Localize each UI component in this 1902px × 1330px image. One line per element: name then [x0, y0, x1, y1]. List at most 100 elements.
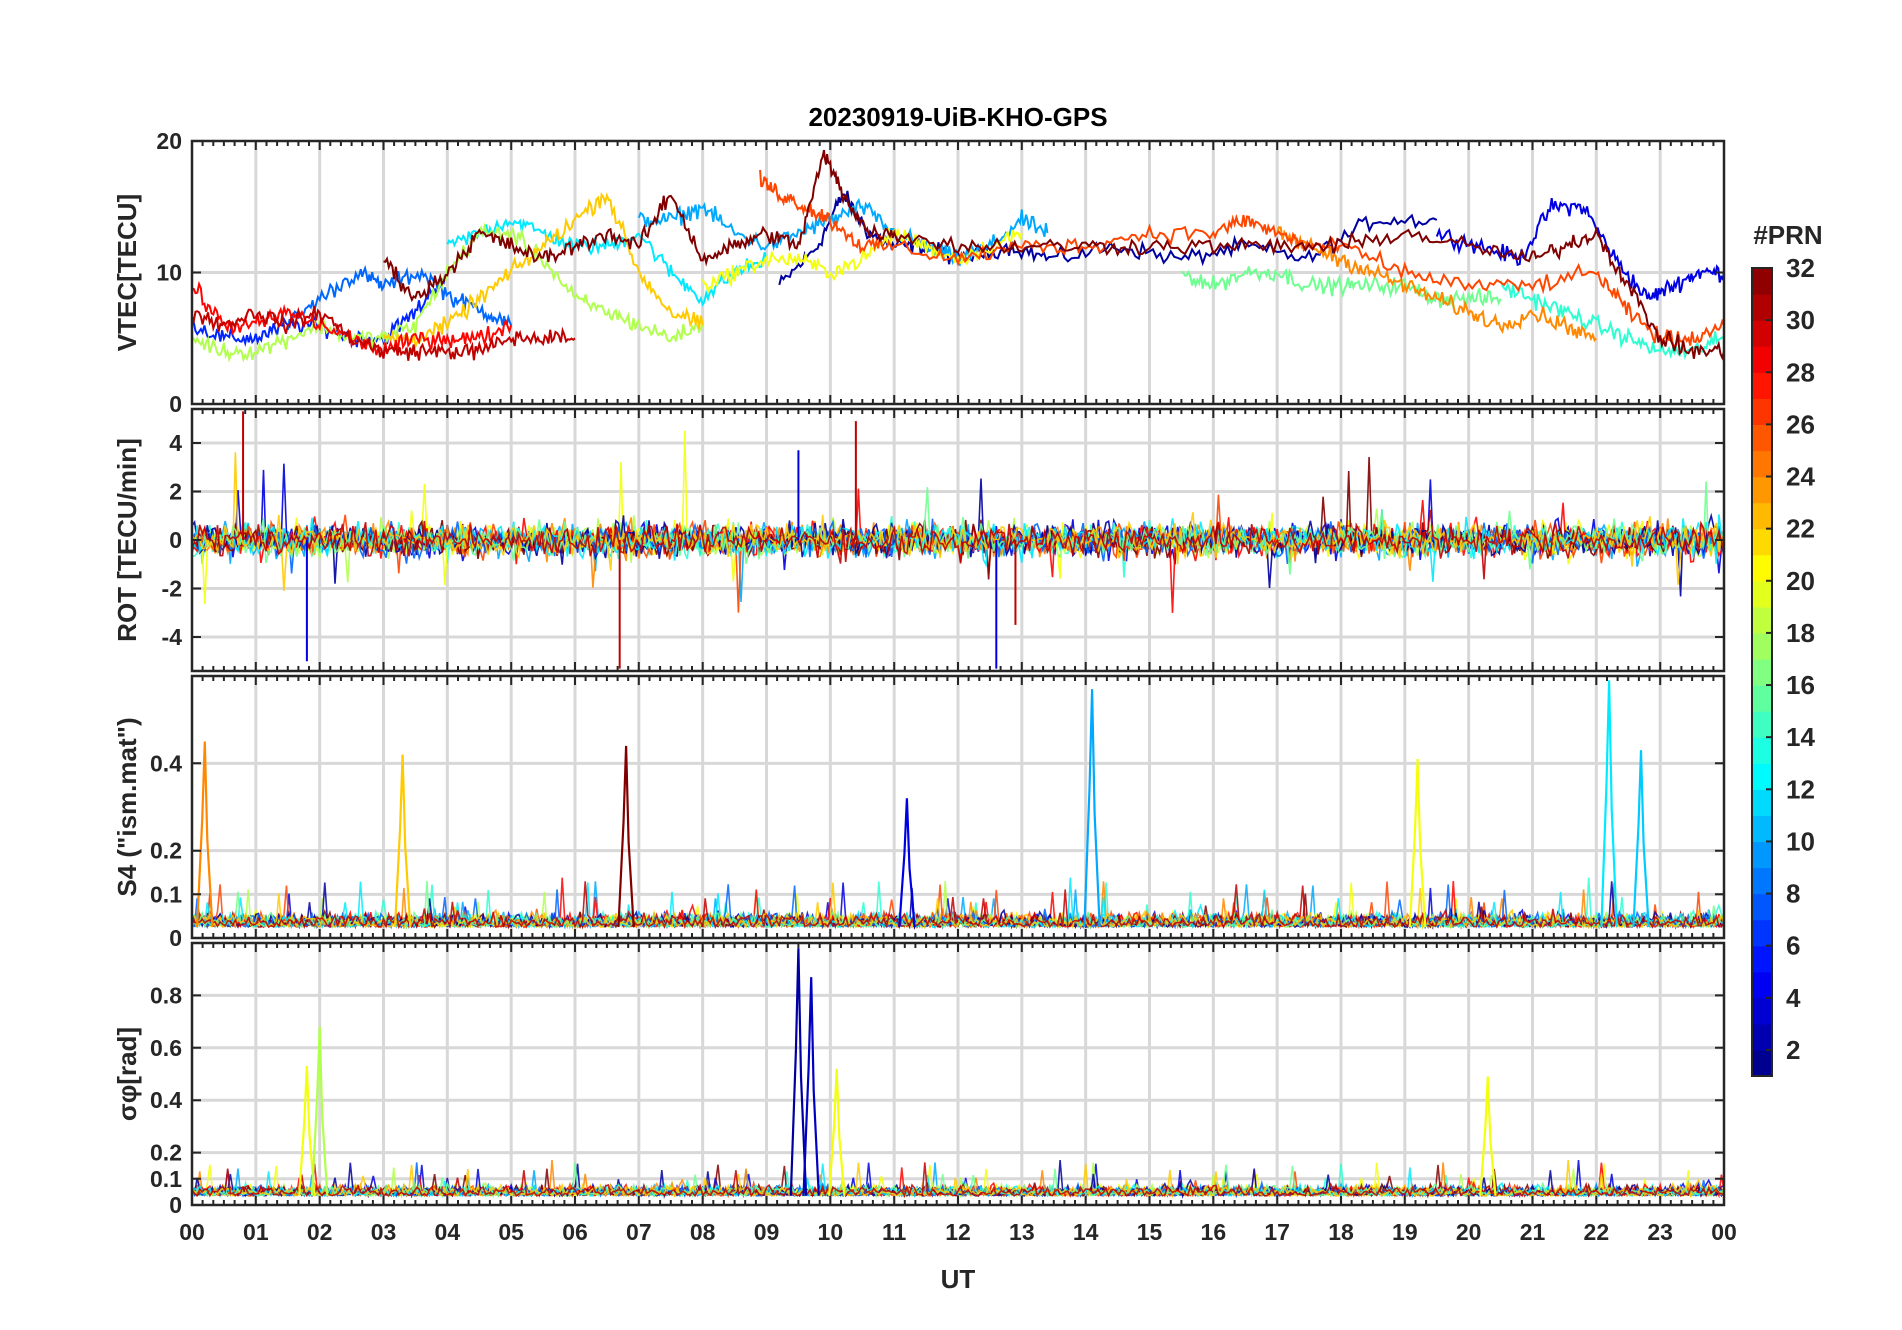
y-tick-label: 0 [169, 391, 182, 417]
chart-title: 20230919-UiB-KHO-GPS [808, 102, 1107, 132]
x-tick-label: 09 [754, 1219, 780, 1245]
y-tick-label: 0.1 [150, 881, 182, 907]
x-tick-label: 05 [498, 1219, 524, 1245]
s4-peak-prn-32 [617, 745, 635, 928]
y-axis-label: VTEC[TECU] [112, 194, 142, 351]
colorbar-segment [1752, 528, 1772, 556]
y-tick-label: -2 [162, 576, 182, 602]
colorbar-segment [1752, 867, 1772, 895]
colorbar-tick-label: 18 [1786, 618, 1815, 648]
colorbar-tick-label: 2 [1786, 1035, 1800, 1065]
rot-series-prn-16 [192, 481, 1724, 575]
colorbar-frame [1751, 267, 1773, 1077]
colorbar-segment [1752, 294, 1772, 321]
panel-rot: -4 -2 0 2 4 ROT [TECU/min] [112, 407, 1726, 673]
x-axis: 00 01 02 03 04 05 06 07 08 09 10 11 12 13 14 15 16 17 18 19… [179, 1219, 1737, 1245]
x-tick-label: 13 [1009, 1219, 1035, 1245]
s4-peak-prn-12 [1600, 680, 1618, 928]
s4-peak-prn-24 [196, 741, 214, 928]
y-axis-label: ROT [TECU/min] [112, 438, 142, 642]
colorbar-segment [1752, 606, 1772, 634]
panel-frame [190, 941, 1726, 1207]
x-tick-label: 00 [179, 1219, 205, 1245]
y-tick-label: 0.4 [150, 1087, 182, 1113]
colorbar-segment [1752, 398, 1772, 425]
colorbar-segment [1752, 841, 1772, 869]
data-layer [192, 149, 1724, 363]
panel-frame [190, 674, 1726, 940]
rot-series-prn-30 [192, 509, 1724, 580]
colorbar-segment [1752, 372, 1772, 399]
s4-peak-prn-22 [393, 754, 412, 928]
x-tick-label: 12 [945, 1219, 971, 1245]
x-tick-label: 03 [371, 1219, 397, 1245]
colorbar-segment [1752, 919, 1772, 947]
colorbar-segment [1752, 763, 1772, 790]
colorbar-segment [1752, 632, 1772, 660]
data-layer [192, 680, 1724, 930]
colorbar-segment [1752, 1049, 1772, 1077]
y-tick-label: 2 [169, 478, 182, 504]
s4-peak-prn-11 [1632, 750, 1650, 928]
colorbar-segment [1752, 737, 1772, 764]
s4-peak-prn-4 [898, 798, 916, 928]
x-tick-label: 11 [882, 1219, 907, 1245]
y-tick-label: 0 [169, 527, 182, 553]
colorbar-segment [1752, 893, 1772, 921]
colorbar-tick-label: 4 [1786, 983, 1801, 1013]
colorbar-segment [1752, 502, 1772, 530]
colorbar-tick-label: 10 [1786, 826, 1815, 856]
colorbar-segment [1752, 268, 1772, 295]
vtec-series-prn-8 [286, 264, 513, 331]
y-tick-label: 0.2 [150, 1140, 182, 1166]
colorbar-segment [1752, 476, 1772, 504]
y-tick-label: -4 [162, 624, 183, 650]
colorbar-tick-label: 24 [1786, 462, 1815, 492]
y-tick-label: 0.4 [150, 750, 182, 776]
colorbar-tick-label: 30 [1786, 305, 1815, 335]
colorbar-tick-label: 22 [1786, 514, 1815, 544]
sigma_phi-peak-prn-20 [298, 1066, 316, 1196]
x-tick-label: 18 [1328, 1219, 1354, 1245]
colorbar-segment [1752, 1023, 1772, 1051]
colorbar-segment [1752, 320, 1772, 347]
colorbar-tick-label: 20 [1786, 566, 1815, 596]
colorbar-tick-label: 6 [1786, 931, 1800, 961]
x-tick-label: 06 [562, 1219, 588, 1245]
sigma_phi-peak-prn-20 [828, 1068, 846, 1196]
vtec-series-prn-20 [701, 226, 1023, 295]
y-ticks [192, 442, 1724, 638]
x-tick-label: 00 [1711, 1219, 1737, 1245]
colorbar-segment [1752, 659, 1772, 686]
x-tick-label: 01 [243, 1219, 269, 1245]
y-tick-label: 0.8 [150, 982, 182, 1008]
x-tick-label: 23 [1647, 1219, 1673, 1245]
panel-vtec: 0 10 20 VTEC[TECU] [112, 128, 1726, 417]
x-tick-label: 10 [818, 1219, 844, 1245]
colorbar-segment [1752, 711, 1772, 738]
x-tick-label: 02 [307, 1219, 333, 1245]
colorbar-segment [1752, 997, 1772, 1025]
x-tick-label: 07 [626, 1219, 652, 1245]
data-layer [192, 411, 1724, 669]
sigma_phi-peak-prn-3 [802, 977, 820, 1196]
data-layer [192, 948, 1724, 1199]
colorbar-tick-label: 26 [1786, 409, 1815, 439]
x-tick-label: 17 [1264, 1219, 1290, 1245]
x-tick-label: 19 [1392, 1219, 1418, 1245]
vtec-series-prn-16 [1180, 266, 1502, 309]
y-tick-label: 0.1 [150, 1166, 182, 1192]
colorbar-segment [1752, 580, 1772, 608]
x-tick-label: 04 [435, 1219, 461, 1245]
y-tick-label: 4 [169, 430, 182, 456]
colorbar-tick-label: 8 [1786, 879, 1800, 909]
colorbar-segment [1752, 685, 1772, 712]
vtec-series-prn-12 [446, 217, 768, 307]
colorbar-tick-label: 16 [1786, 670, 1815, 700]
x-tick-label: 15 [1137, 1219, 1163, 1245]
vtec-series-prn-26 [759, 169, 1724, 350]
colorbar-segment [1752, 424, 1772, 452]
panel-s4: 0 0.1 0.2 0.4 S4 ("ism.mat") [112, 674, 1726, 951]
